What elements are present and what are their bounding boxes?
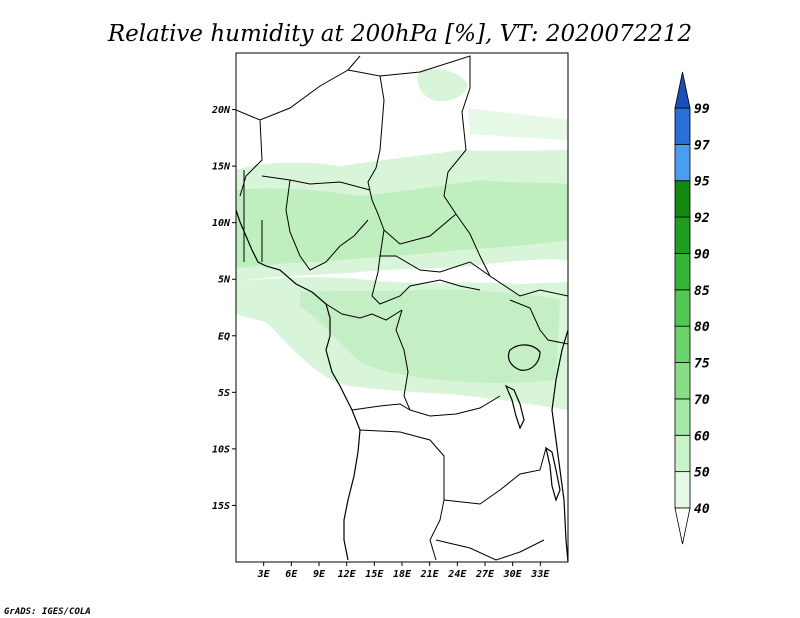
lat-tick-label: 5N <box>218 275 231 286</box>
colorbar-segment <box>674 143 691 182</box>
coastline-east <box>551 329 568 562</box>
humidity-region-northeast <box>468 108 568 140</box>
colorbar-segment <box>674 216 691 254</box>
humidity-region-north <box>417 68 468 102</box>
colorbar-segment <box>674 289 691 327</box>
colorbar-segment <box>674 471 691 509</box>
lon-tick-label: 12E <box>338 569 357 580</box>
humidity-region-congo <box>300 289 560 383</box>
colorbar-label: 97 <box>694 138 710 153</box>
colorbar-label: 92 <box>694 211 710 226</box>
lat-tick-label: 5S <box>218 388 230 399</box>
colorbar-label: 85 <box>694 284 710 299</box>
lat-tick-label: 10S <box>212 444 230 455</box>
map-title: Relative humidity at 200hPa [%], VT: 202… <box>107 21 692 47</box>
geography <box>236 55 568 562</box>
lon-tick-label: 9E <box>313 569 326 580</box>
lon-tick-label: 6E <box>285 569 298 580</box>
lat-tick-label: EQ <box>218 331 230 342</box>
colorbar-label: 80 <box>694 320 710 335</box>
colorbar-label: 50 <box>694 466 710 481</box>
colorbar-high-arrow <box>674 71 691 109</box>
colorbar-label: 99 <box>694 102 710 117</box>
longitude-axis: 3E 6E 9E 12E 15E 18E 21E 24E 27E 30E 33E <box>257 562 550 580</box>
lon-tick-label: 21E <box>420 569 440 580</box>
colorbar-label: 75 <box>694 357 710 372</box>
lat-tick-label: 10N <box>212 218 231 229</box>
lake-victoria <box>507 344 541 371</box>
lon-tick-label: 30E <box>503 569 523 580</box>
lake-tanganyika <box>504 384 525 430</box>
lon-tick-label: 27E <box>475 569 495 580</box>
colorbar-label: 95 <box>694 175 710 190</box>
colorbar-label: 40 <box>694 502 710 517</box>
humidity-field <box>236 68 568 410</box>
colorbar-segment <box>674 180 691 218</box>
colorbar-label: 90 <box>694 247 710 262</box>
border-lines <box>236 55 568 561</box>
colorbar: 40 50 60 70 75 80 85 90 92 95 97 99 <box>674 71 710 545</box>
lon-tick-label: 3E <box>257 569 271 580</box>
humidity-region-band-inner <box>236 180 568 268</box>
grads-credit: GrADS: IGES/COLA <box>4 607 91 617</box>
colorbar-segment <box>674 434 691 473</box>
colorbar-segment <box>674 325 691 363</box>
colorbar-segment <box>674 107 691 145</box>
colorbar-low-arrow <box>674 507 691 545</box>
lon-tick-label: 24E <box>447 569 467 580</box>
coastline-west <box>236 209 361 561</box>
lon-tick-label: 33E <box>530 569 550 580</box>
lon-tick-label: 18E <box>393 569 412 580</box>
lon-tick-label: 15E <box>365 569 384 580</box>
latitude-axis: 20N 15N 10N 5N EQ 5S 10S 15S <box>211 105 236 512</box>
colorbar-segment <box>674 253 691 291</box>
lat-tick-label: 15N <box>212 162 231 173</box>
lake-malawi <box>545 446 561 502</box>
colorbar-segment <box>674 398 691 436</box>
lat-tick-label: 20N <box>211 105 231 116</box>
colorbar-label: 60 <box>694 429 710 444</box>
colorbar-segment <box>674 362 691 400</box>
lat-tick-label: 15S <box>212 501 230 512</box>
colorbar-label: 70 <box>694 393 710 408</box>
